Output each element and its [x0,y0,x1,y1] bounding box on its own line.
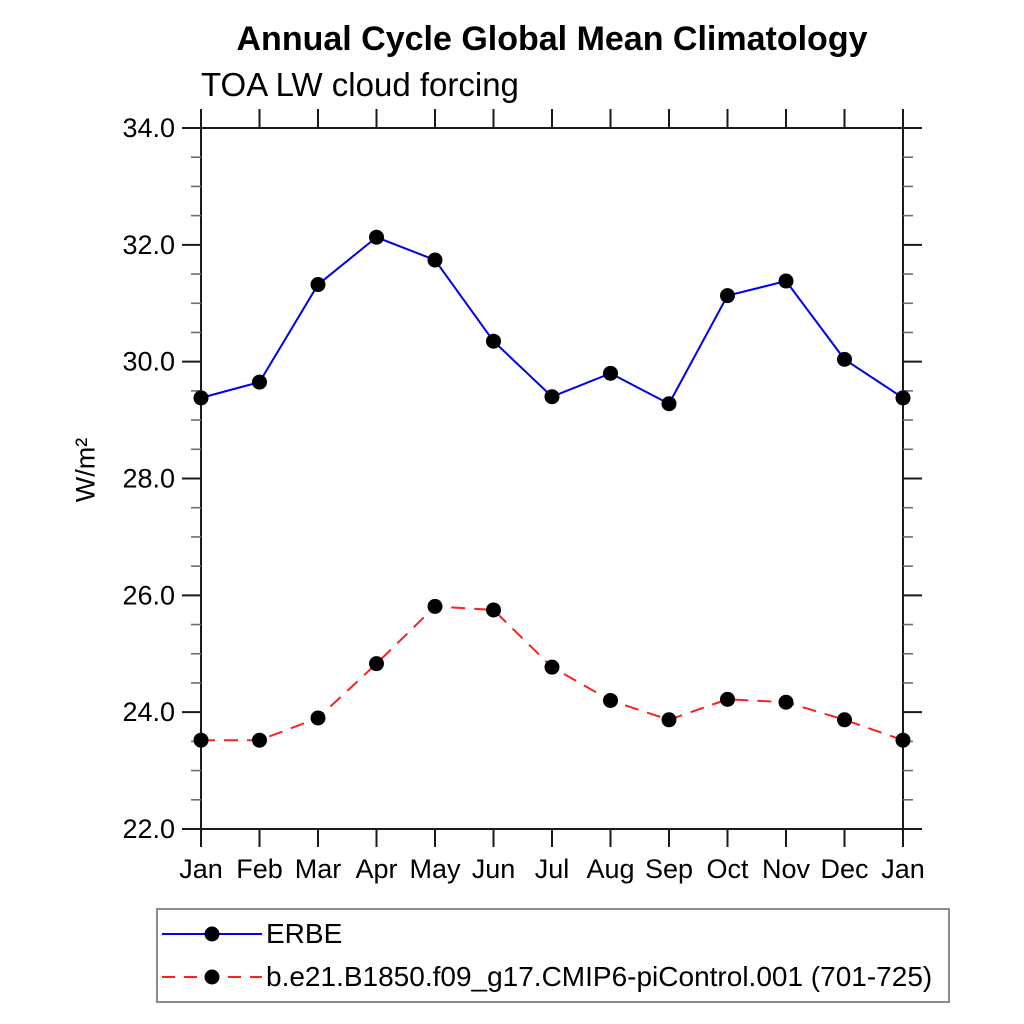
data-point-marker-model [544,659,560,675]
data-point-marker-erbe [661,396,677,412]
x-tick-label: Jul [535,854,570,884]
x-tick-label: Feb [236,854,283,884]
x-tick-label: Oct [706,854,749,884]
data-point-marker-model [720,691,735,707]
data-point-marker-model [310,710,326,726]
legend-marker-dot [204,926,220,942]
data-point-marker-erbe [837,351,852,367]
y-tick-label: 34.0 [122,113,175,143]
data-point-marker-model [252,732,267,748]
x-tick-label: Jun [472,854,516,884]
x-tick-label: Jan [179,854,223,884]
legend-marker-dot [204,969,220,985]
legend-key-solid-blue-line [162,926,262,942]
chart-title: Annual Cycle Global Mean Climatology [236,20,868,58]
data-point-marker-model [778,694,794,710]
y-tick-label: 24.0 [122,697,175,727]
data-point-marker-erbe [544,389,560,405]
x-tick-label: Aug [586,854,634,884]
legend-key-dashed-red-line [162,969,262,985]
y-tick-label: 28.0 [122,464,175,494]
data-point-marker-model [603,692,618,708]
x-tick-label: Sep [645,854,693,884]
legend-item-model: b.e21.B1850.f09_g17.CMIP6-piControl.001 … [158,958,948,996]
data-point-marker-model [837,712,852,728]
data-point-marker-erbe [252,374,267,390]
legend-label-model: b.e21.B1850.f09_g17.CMIP6-piControl.001 … [266,961,933,992]
y-tick-label: 32.0 [122,230,175,260]
data-point-marker-erbe [193,390,209,406]
data-point-marker-model [661,712,677,728]
data-point-marker-erbe [778,273,794,289]
x-tick-label: Nov [762,854,811,884]
y-tick-label: 26.0 [122,580,175,610]
data-point-marker-erbe [895,390,911,406]
data-point-marker-model [369,656,384,672]
data-point-marker-model [895,732,911,748]
data-point-marker-erbe [427,252,443,268]
data-point-marker-model [193,732,209,748]
x-tick-label: Apr [355,854,397,884]
data-point-marker-model [427,598,443,614]
legend: ERBE b.e21.B1850.f09_g17.CMIP6-piControl… [156,908,950,1003]
x-tick-label: Dec [820,854,868,884]
plot-area: 22.0 24.0 26.0 28.0 30.0 32.0 34.0 Jan Feb Mar Apr… [122,109,925,884]
data-point-marker-erbe [310,277,326,293]
series-line-erbe [200,236,904,406]
legend-item-erbe: ERBE [158,915,948,953]
chart-subtitle: TOA LW cloud forcing [201,66,519,103]
axis-frame [200,127,904,830]
y-tick-label: 30.0 [122,347,175,377]
data-point-marker-erbe [603,365,618,381]
data-point-marker-erbe [369,229,384,245]
y-tick-label: 22.0 [122,814,175,844]
legend-label-erbe: ERBE [266,918,343,949]
x-tick-label: Mar [295,854,342,884]
x-tick-label: Jan [881,854,925,884]
data-point-marker-model [486,602,501,618]
data-point-marker-erbe [720,288,735,304]
data-point-marker-erbe [486,333,501,349]
x-tick-label: May [409,854,461,884]
